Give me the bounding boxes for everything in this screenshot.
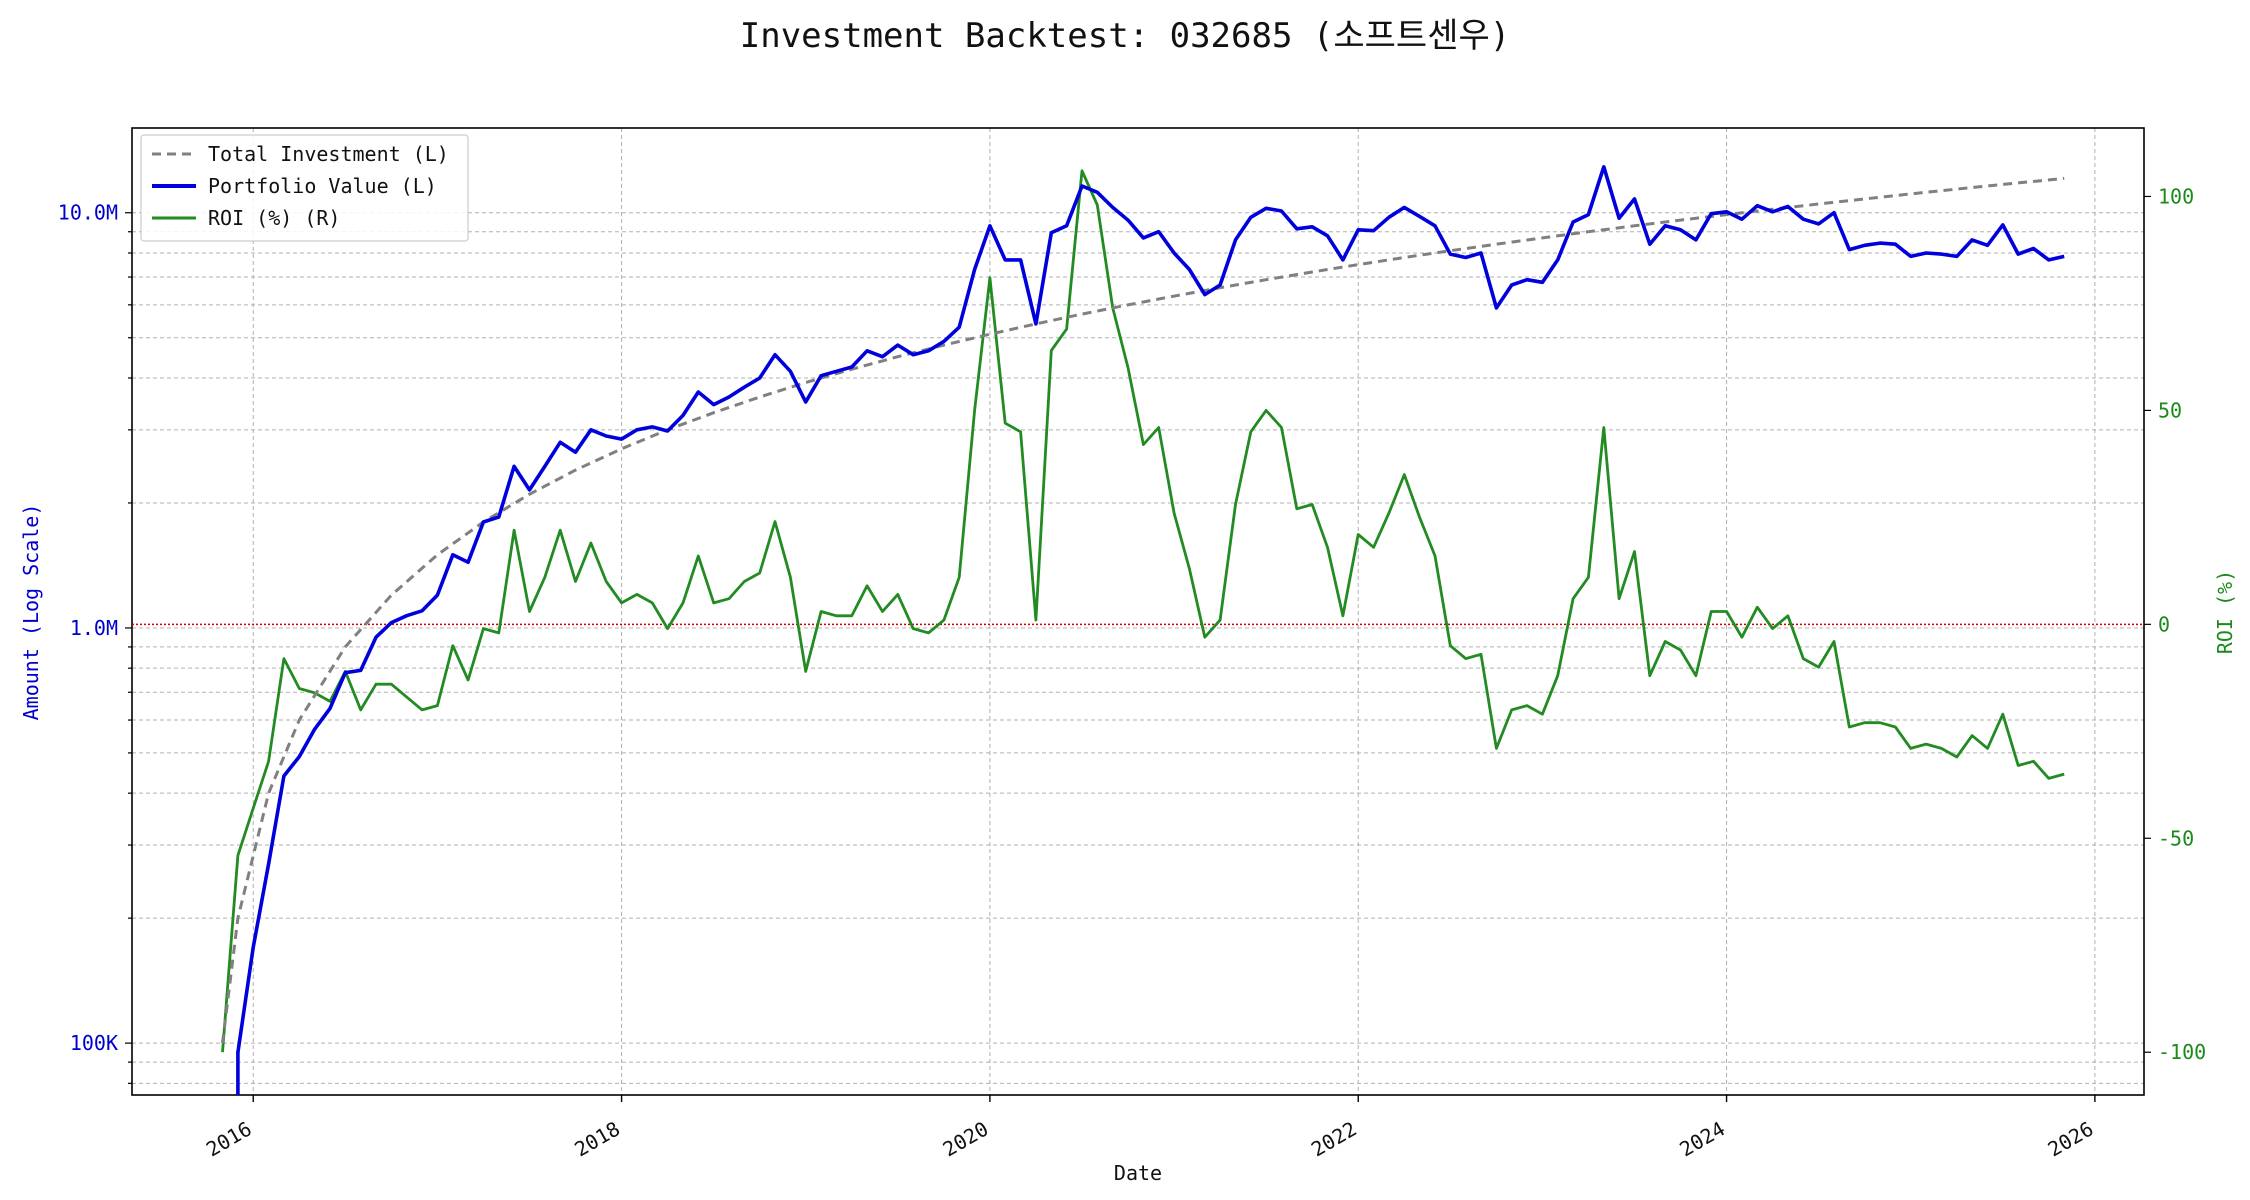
x-axis-label: Date — [1114, 1161, 1162, 1185]
x-tick-label: 2018 — [570, 1117, 624, 1162]
x-tick-label: 2022 — [1307, 1117, 1361, 1162]
legend-label-total-investment: Total Investment (L) — [208, 142, 449, 166]
chart-title: Investment Backtest: 032685 (소프트센우) — [740, 16, 1511, 56]
legend-box — [140, 134, 469, 242]
x-tick-label: 2016 — [202, 1117, 256, 1162]
left-axis-label: Amount (Log Scale) — [19, 504, 43, 721]
right-tick-label: 100 — [2158, 184, 2194, 208]
series-total-investment-line — [221, 176, 2065, 1044]
legend-label-roi: ROI (%) (R) — [208, 206, 340, 230]
series-roi-line — [221, 169, 2065, 1053]
x-tick-label: 2020 — [939, 1117, 993, 1162]
series-layer — [221, 165, 2065, 1095]
right-tick-label: -100 — [2158, 1040, 2206, 1064]
right-axis-ticks: -100 -50 0 50 100 — [2144, 184, 2206, 1064]
right-tick-label: 50 — [2158, 398, 2182, 422]
x-tick-label: 2026 — [2044, 1117, 2098, 1162]
plot-frame — [131, 127, 2145, 1096]
right-axis-label: ROI (%) — [2213, 570, 2237, 654]
legend: Total Investment (L) Portfolio Value (L)… — [140, 134, 469, 242]
legend-label-portfolio-value: Portfolio Value (L) — [208, 174, 437, 198]
left-axis-ticks: 100K 1.0M 10.0M — [58, 201, 132, 1084]
x-axis-ticks: 2016 2018 2020 2022 2024 2026 — [202, 1095, 2097, 1161]
left-tick-label: 100K — [70, 1031, 118, 1055]
right-tick-label: -50 — [2158, 826, 2194, 850]
left-tick-label: 10.0M — [58, 201, 118, 225]
right-tick-label: 0 — [2158, 612, 2170, 636]
series-portfolio-value-line — [236, 165, 2065, 1095]
left-tick-label: 1.0M — [70, 616, 118, 640]
grid-lines — [132, 128, 2144, 1095]
x-tick-label: 2024 — [1675, 1117, 1729, 1162]
